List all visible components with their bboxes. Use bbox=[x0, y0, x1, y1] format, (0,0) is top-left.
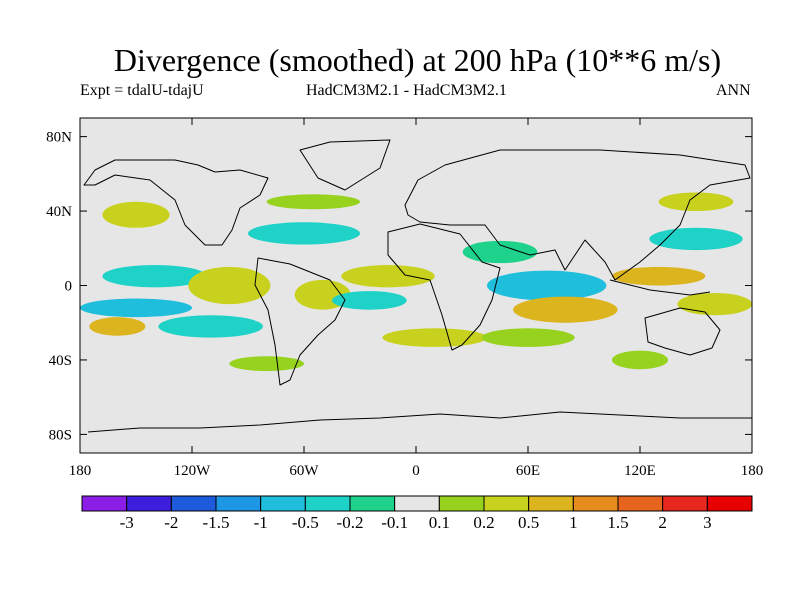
x-tick-label: 120W bbox=[174, 463, 212, 479]
divergence-field-layer bbox=[80, 192, 753, 372]
colorbar-label: -1 bbox=[254, 513, 268, 532]
divergence-patch-1 bbox=[102, 265, 207, 288]
coastlines-layer bbox=[83, 139, 752, 433]
colorbar-label: -1.5 bbox=[203, 513, 230, 532]
colorbar-swatch bbox=[662, 495, 708, 512]
y-tick-label: 0 bbox=[65, 279, 73, 295]
colorbar-label: 1 bbox=[569, 513, 578, 532]
divergence-patch-17 bbox=[658, 192, 734, 212]
divergence-patch-10 bbox=[332, 291, 407, 310]
coastline-indonesia bbox=[609, 279, 711, 296]
colorbar-swatch bbox=[349, 495, 396, 512]
divergence-patch-18 bbox=[677, 292, 753, 316]
x-tick-label: 60W bbox=[289, 463, 319, 479]
experiment-label: Expt = tdalU-tdajU bbox=[80, 82, 204, 99]
colorbar-swatch bbox=[215, 495, 262, 512]
colorbar-swatch bbox=[572, 495, 619, 512]
x-tick-label: 60E bbox=[516, 463, 540, 479]
colorbar-swatch bbox=[260, 495, 306, 512]
y-tick-label: 80N bbox=[46, 130, 72, 146]
x-tick-label: 180 bbox=[741, 463, 764, 479]
divergence-patch-9 bbox=[341, 265, 435, 288]
divergence-patch-7 bbox=[266, 194, 361, 210]
x-tick-label: 120E bbox=[624, 463, 656, 479]
coastline-south-america bbox=[254, 257, 346, 386]
divergence-patch-12 bbox=[462, 240, 538, 264]
coastline-greenland bbox=[299, 139, 391, 191]
y-tick-label: 40S bbox=[49, 353, 72, 369]
divergence-patch-3 bbox=[89, 317, 146, 336]
y-tick-label: 80S bbox=[49, 427, 72, 443]
coastline-north-america bbox=[83, 159, 269, 246]
map-axes: 180 120W 60W 0 60E 120E 180 80N 40N 0 40S 80S bbox=[46, 118, 763, 479]
colorbar-swatch bbox=[706, 495, 753, 512]
divergence-patch-19 bbox=[612, 350, 668, 370]
colorbar-label: 2 bbox=[658, 513, 667, 532]
divergence-patch-0 bbox=[102, 201, 170, 228]
colorbar-swatch bbox=[528, 495, 574, 512]
divergence-patch-5 bbox=[158, 315, 263, 338]
colorbar-label: -3 bbox=[120, 513, 134, 532]
colorbar-label: -0.2 bbox=[337, 513, 364, 532]
chart-title: Divergence (smoothed) at 200 hPa (10**6 … bbox=[113, 42, 722, 78]
colorbar-swatch bbox=[81, 495, 128, 512]
colorbar-label: -2 bbox=[164, 513, 178, 532]
colorbar-swatch bbox=[126, 495, 172, 512]
divergence-patch-6 bbox=[248, 222, 360, 245]
divergence-patch-20 bbox=[229, 356, 304, 372]
coastline-africa bbox=[387, 223, 501, 351]
colorbar-swatch bbox=[483, 495, 530, 512]
divergence-patch-21 bbox=[481, 328, 575, 347]
colorbar-label: 0.5 bbox=[518, 513, 539, 532]
coastline-eurasia bbox=[404, 149, 751, 281]
colorbar-label: -0.1 bbox=[381, 513, 408, 532]
x-tick-label: 0 bbox=[412, 463, 420, 479]
season-label: ANN bbox=[716, 82, 751, 99]
colorbar-swatch bbox=[617, 495, 664, 512]
coastline-australia bbox=[644, 307, 721, 356]
colorbar-swatch bbox=[304, 495, 351, 512]
divergence-patch-15 bbox=[612, 266, 706, 286]
colorbar-swatch bbox=[170, 495, 217, 512]
divergence-patch-13 bbox=[486, 270, 607, 301]
divergence-patch-2 bbox=[80, 298, 192, 318]
divergence-patch-14 bbox=[513, 296, 618, 323]
colorbar-swatch bbox=[438, 495, 485, 512]
colorbar-label: 0.1 bbox=[429, 513, 450, 532]
x-tick-label: 180 bbox=[69, 463, 92, 479]
divergence-patch-4 bbox=[188, 266, 271, 305]
model-label: HadCM3M2.1 - HadCM3M2.1 bbox=[306, 82, 507, 99]
colorbar-label: -0.5 bbox=[292, 513, 319, 532]
divergence-patch-16 bbox=[649, 227, 743, 251]
colorbar: -3 -2 -1.5 -1 -0.5 -0.2 -0.1 0.1 0.2 0.5 1 1.5 2 3 bbox=[81, 495, 753, 532]
y-tick-label: 40N bbox=[46, 204, 72, 220]
colorbar-swatch bbox=[394, 495, 440, 512]
colorbar-label: 1.5 bbox=[607, 513, 628, 532]
colorbar-label: 3 bbox=[703, 513, 712, 532]
coastline-antarctica bbox=[87, 411, 752, 433]
divergence-patch-11 bbox=[382, 328, 487, 347]
colorbar-label: 0.2 bbox=[473, 513, 494, 532]
